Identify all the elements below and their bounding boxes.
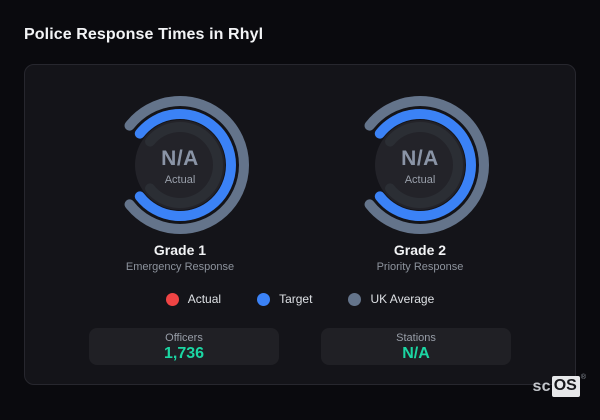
legend-item-uk-average: UK Average (348, 292, 434, 306)
legend-item-target: Target (257, 292, 312, 306)
stat-label-officers: Officers (165, 332, 203, 344)
response-times-card: N/A Actual Grade 1 Emergency Response N/… (24, 64, 576, 385)
legend-dot-actual-icon (165, 292, 179, 306)
stat-box-officers: Officers 1,736 (89, 328, 279, 365)
stat-value-officers: 1,736 (163, 345, 205, 362)
stat-box-stations: Stations N/A (321, 328, 511, 365)
legend-item-actual: Actual (165, 292, 222, 306)
gauge-title-grade-2: Grade 2 (393, 242, 447, 258)
gauge-grade-1: N/A Actual (110, 95, 250, 235)
gauge-title-grade-1: Grade 1 (153, 242, 207, 258)
legend-label-actual: Actual (187, 292, 222, 306)
legend-dot-uk-average-icon (348, 292, 362, 306)
page-title: Police Response Times in Rhyl (24, 26, 264, 43)
gauge-rings-grade-1 (124, 96, 249, 234)
gauge-subtitle-grade-1: Emergency Response (125, 261, 235, 273)
stat-label-stations: Stations (396, 332, 436, 344)
registered-trademark-icon: ® (580, 374, 586, 381)
legend-dot-target-icon (257, 292, 271, 306)
legend-label-uk-average: UK Average (370, 292, 435, 306)
legend-label-target: Target (279, 292, 313, 306)
gauge-subtitle-grade-2: Priority Response (376, 261, 464, 273)
legend: Actual Target UK Average (25, 292, 575, 306)
stats-row: Officers 1,736 Stations N/A (25, 328, 575, 365)
scos-logo-box: OS (551, 376, 580, 397)
stat-value-stations: N/A (402, 345, 430, 362)
gauges-row: N/A Actual Grade 1 Emergency Response N/… (60, 95, 540, 273)
scos-logo: sc OS ® (532, 374, 586, 397)
gauge-grade-2: N/A Actual (350, 95, 490, 235)
gauge-column-grade-2: N/A Actual Grade 2 Priority Response (300, 95, 540, 273)
gauge-column-grade-1: N/A Actual Grade 1 Emergency Response (60, 95, 300, 273)
gauge-rings-grade-2 (364, 96, 489, 234)
scos-logo-prefix: sc (532, 377, 551, 395)
